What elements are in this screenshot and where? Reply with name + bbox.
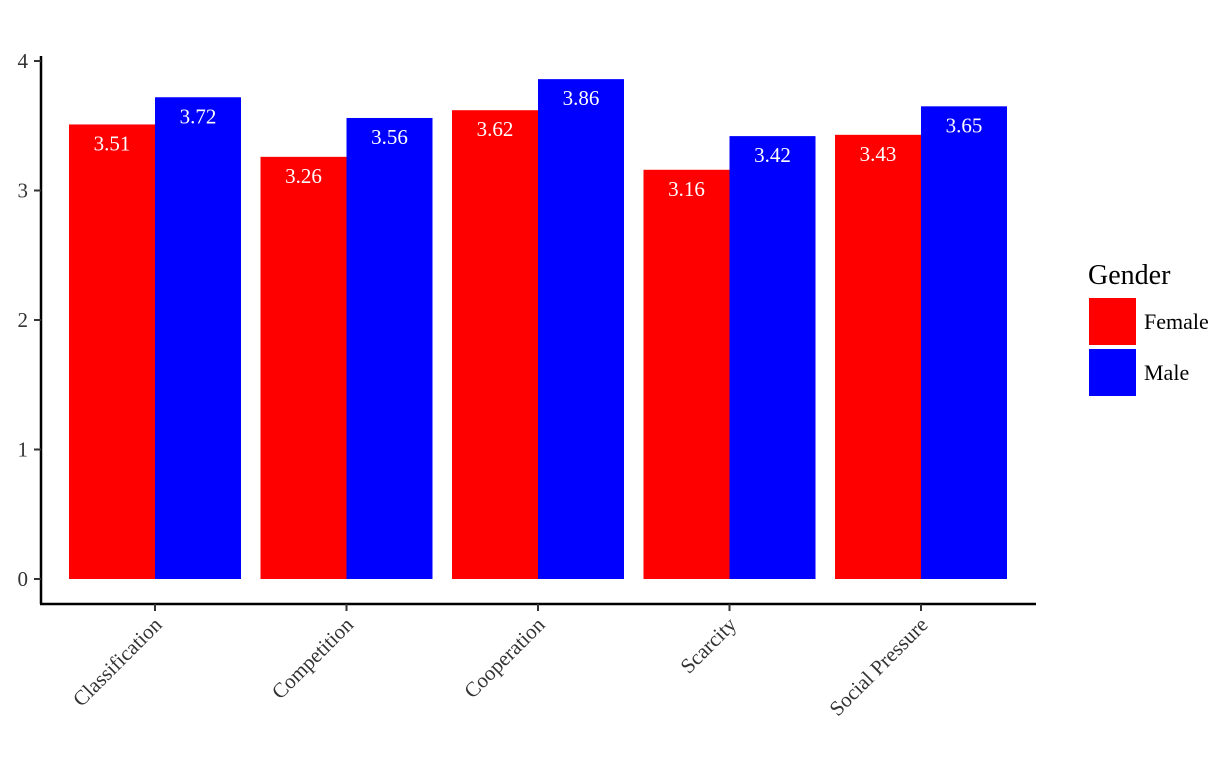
data-label: 3.42 <box>754 143 791 167</box>
y-tick-label: 3 <box>18 179 29 203</box>
bar-male-competition <box>346 117 433 579</box>
x-tick-label: Cooperation <box>459 612 550 703</box>
bar-female-social-pressure <box>835 134 921 579</box>
y-tick-label: 1 <box>18 438 29 462</box>
bars-group <box>69 79 1007 580</box>
y-ticks-group: 0 1 2 3 4 <box>18 49 41 591</box>
y-tick-label: 0 <box>18 567 29 591</box>
bar-labels-group: 3.51 3.72 3.26 3.56 3.62 3.86 3.16 3.42 3.43 3.65 <box>94 86 983 201</box>
bar-male-cooperation <box>538 79 624 579</box>
data-label: 3.43 <box>860 142 897 166</box>
legend-swatch-male <box>1089 349 1136 396</box>
legend-title: Gender <box>1088 260 1171 291</box>
legend-label-male: Male <box>1144 360 1189 385</box>
x-tick-label: Classification <box>68 612 167 711</box>
legend-swatch-female <box>1089 298 1136 345</box>
legend-label-female: Female <box>1144 309 1209 334</box>
x-ticks-group: Classification Competition Cooperation Scar… <box>68 604 933 721</box>
bar-female-classification <box>69 124 155 579</box>
bar-male-social-pressure <box>921 106 1007 579</box>
x-tick-label: Scarcity <box>675 612 741 678</box>
data-label: 3.86 <box>563 86 600 110</box>
data-label: 3.62 <box>477 117 514 141</box>
bar-male-classification <box>155 97 241 579</box>
bar-male-scarcity <box>729 136 816 580</box>
y-tick-label: 2 <box>18 308 29 332</box>
legend: Gender Female Male <box>1088 260 1209 396</box>
y-tick-label: 4 <box>18 49 29 73</box>
data-label: 3.56 <box>371 125 408 149</box>
data-label: 3.51 <box>94 131 131 155</box>
data-label: 3.72 <box>180 104 217 128</box>
bar-female-competition <box>260 156 347 579</box>
legend-items: Female Male <box>1089 298 1209 396</box>
data-label: 3.16 <box>668 177 705 201</box>
bar-female-cooperation <box>452 110 538 580</box>
bar-female-scarcity <box>643 169 730 579</box>
data-label: 3.26 <box>285 164 322 188</box>
data-label: 3.65 <box>946 113 983 137</box>
x-tick-label: Social Pressure <box>824 613 932 721</box>
x-tick-label: Competition <box>267 612 359 704</box>
